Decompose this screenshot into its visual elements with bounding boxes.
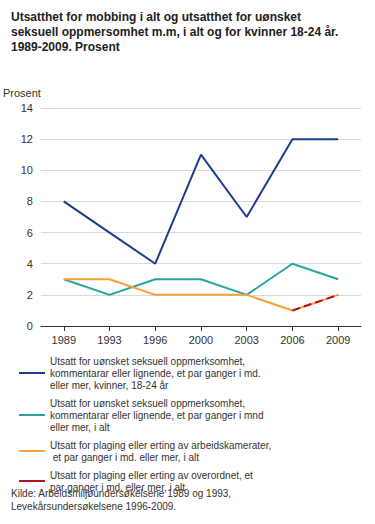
svg-text:Kilde: Arbeidsmiljøundersøkels: Kilde: Arbeidsmiljøundersøkelsene 1989 o… [11, 488, 234, 499]
svg-text:4: 4 [27, 258, 33, 270]
svg-text:eller mer, kvinner, 18-24 år: eller mer, kvinner, 18-24 år [50, 380, 169, 391]
svg-text:1989: 1989 [52, 334, 76, 346]
svg-text:kommentarar eller lignende, et: kommentarar eller lignende, et par gange… [50, 368, 263, 379]
svg-text:14: 14 [21, 102, 33, 114]
svg-text:12: 12 [21, 133, 33, 145]
svg-text:Levekårsundersøkelsene 1996-20: Levekårsundersøkelsene 1996-2009. [11, 501, 176, 512]
svg-text:2006: 2006 [280, 334, 304, 346]
svg-text:1993: 1993 [97, 334, 121, 346]
svg-text:1989-2009. Prosent: 1989-2009. Prosent [11, 40, 120, 54]
svg-text:Utsatt for plaging eller ertin: Utsatt for plaging eller erting av overo… [50, 470, 256, 481]
svg-text:2000: 2000 [189, 334, 213, 346]
svg-text:et par ganger i md. eller mer,: et par ganger i md. eller mer, i alt [50, 452, 199, 463]
svg-text:Utsatthet for mobbing i alt og: Utsatthet for mobbing i alt og utsatthet… [11, 10, 304, 24]
svg-text:kommentarar eller lignende, et: kommentarar eller lignende, et par gange… [50, 410, 266, 421]
svg-text:2003: 2003 [234, 334, 258, 346]
svg-text:Utsatt for plaging eller ertin: Utsatt for plaging eller erting av arbei… [50, 440, 271, 451]
svg-text:eller mer, i alt: eller mer, i alt [50, 422, 110, 433]
svg-text:par ganger i md. eller mer, i: par ganger i md. eller mer, i alt [50, 481, 186, 493]
svg-text:Utsatt for uønsket seksuell op: Utsatt for uønsket seksuell oppmerksomhe… [50, 356, 248, 367]
svg-text:10: 10 [21, 164, 33, 176]
svg-text:6: 6 [27, 227, 33, 239]
svg-text:Utsatt for uønsket seksuell op: Utsatt for uønsket seksuell oppmerksomhe… [50, 398, 248, 409]
svg-text:Prosent: Prosent [3, 87, 41, 99]
svg-text:2009: 2009 [326, 334, 350, 346]
svg-text:0: 0 [27, 320, 33, 332]
svg-text:8: 8 [27, 195, 33, 207]
svg-text:seksuell oppmersomhet m.m, i a: seksuell oppmersomhet m.m, i alt og for … [11, 25, 342, 39]
svg-text:2: 2 [27, 289, 33, 301]
svg-text:1996: 1996 [143, 334, 167, 346]
